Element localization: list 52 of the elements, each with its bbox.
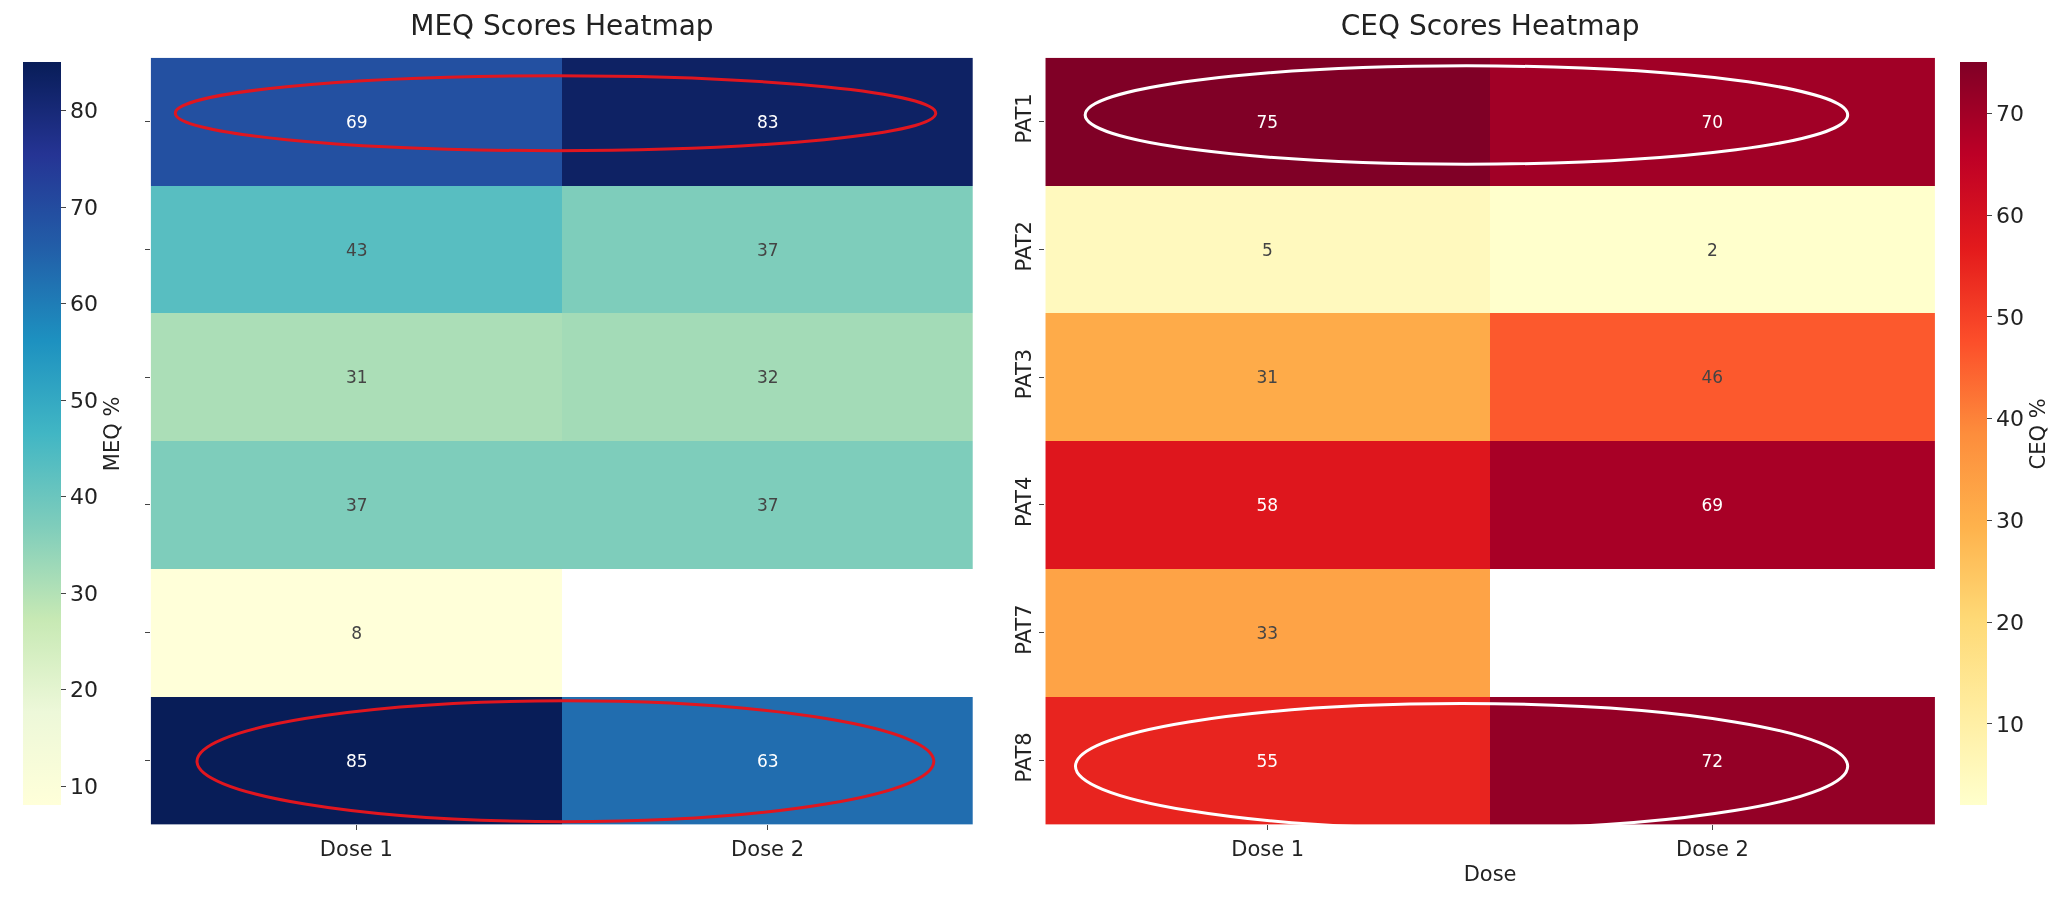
data-label: 31 — [345, 366, 368, 387]
x-axis-title: Dose — [1463, 861, 1517, 886]
data-label: 63 — [756, 750, 779, 771]
color-bar-label: 40 — [69, 484, 98, 510]
color-bar-label: 50 — [69, 387, 98, 413]
color-bar-label: 30 — [1995, 508, 2024, 534]
color-bar-label: 60 — [69, 291, 98, 317]
chart-title: CEQ Scores Heatmap — [1340, 9, 1640, 43]
color-bar-label: 70 — [69, 194, 98, 220]
data-label: 32 — [756, 366, 779, 387]
color-bar-label: 40 — [1995, 406, 2024, 432]
y-tick-label: PAT7 — [1011, 604, 1036, 655]
data-label: 69 — [345, 111, 368, 132]
y-tick-label: PAT8 — [1011, 732, 1036, 783]
data-label: 5 — [1261, 239, 1273, 260]
data-label: 37 — [756, 239, 779, 260]
y-tick-label: PAT2 — [1011, 221, 1036, 272]
chart-title: MEQ Scores Heatmap — [410, 9, 714, 43]
data-label: 2 — [1706, 239, 1718, 260]
color-bar-label: 50 — [1995, 304, 2024, 330]
y-tick-label: PAT3 — [1011, 348, 1036, 400]
data-label: 85 — [345, 750, 368, 771]
y-tick-label: PAT4 — [1011, 476, 1036, 527]
data-label: 43 — [345, 239, 368, 260]
data-label: 83 — [756, 111, 779, 132]
data-label: 55 — [1256, 750, 1279, 771]
color-bar-label: 30 — [69, 580, 98, 606]
x-tick-label: Dose 1 — [319, 836, 393, 861]
color-bar-title: CEQ % — [2025, 398, 2050, 470]
color-bar-title: MEQ % — [99, 396, 124, 472]
data-label: 72 — [1701, 750, 1724, 771]
x-tick-label: Dose 2 — [1676, 836, 1749, 861]
data-label: 70 — [1701, 111, 1724, 132]
color-bar-label: 10 — [69, 773, 98, 799]
color-bar-label: 70 — [1995, 100, 2024, 126]
x-tick-label: Dose 2 — [731, 836, 805, 861]
data-label: 46 — [1701, 366, 1724, 387]
color-bar-label: 10 — [1995, 711, 2024, 737]
data-label: 58 — [1256, 494, 1279, 515]
data-label: 8 — [351, 622, 363, 643]
y-tick-label: PAT1 — [1011, 93, 1036, 144]
color-bar-label: 60 — [1995, 202, 2024, 228]
color-bar-label: 80 — [69, 98, 98, 124]
x-tick-label: Dose 1 — [1231, 836, 1305, 861]
data-label: 75 — [1256, 111, 1279, 132]
color-bar-label: 20 — [69, 677, 98, 703]
data-label: 31 — [1256, 366, 1279, 387]
data-label: 69 — [1701, 494, 1724, 515]
data-label: 37 — [345, 494, 368, 515]
data-label: 33 — [1256, 622, 1279, 643]
color-bar-label: 20 — [1995, 609, 2024, 635]
data-label: 37 — [756, 494, 779, 515]
